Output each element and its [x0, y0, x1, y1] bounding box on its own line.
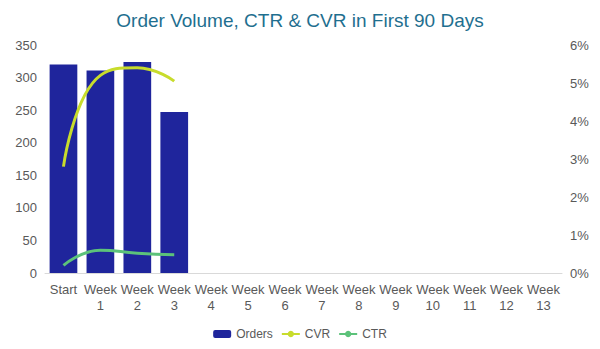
svg-text:Week: Week — [527, 282, 560, 297]
svg-text:3: 3 — [171, 298, 178, 313]
svg-text:9: 9 — [392, 298, 399, 313]
svg-text:300: 300 — [15, 70, 37, 85]
svg-text:13: 13 — [536, 298, 550, 313]
svg-text:Order Volume, CTR & CVR in Fir: Order Volume, CTR & CVR in First 90 Days — [116, 10, 483, 31]
svg-text:Week: Week — [121, 282, 154, 297]
svg-text:Week: Week — [305, 282, 338, 297]
svg-text:Orders: Orders — [236, 327, 273, 341]
svg-text:1%: 1% — [570, 228, 589, 243]
svg-text:3%: 3% — [570, 152, 589, 167]
svg-text:Week: Week — [342, 282, 375, 297]
svg-text:350: 350 — [15, 38, 37, 53]
svg-text:11: 11 — [463, 298, 477, 313]
svg-text:Week: Week — [490, 282, 523, 297]
svg-text:4: 4 — [208, 298, 215, 313]
svg-text:Week: Week — [269, 282, 302, 297]
svg-text:Week: Week — [195, 282, 228, 297]
svg-text:2%: 2% — [570, 190, 589, 205]
svg-text:6: 6 — [281, 298, 288, 313]
svg-text:100: 100 — [15, 200, 37, 215]
svg-text:Week: Week — [416, 282, 449, 297]
svg-text:6%: 6% — [570, 38, 589, 53]
svg-text:200: 200 — [15, 135, 37, 150]
svg-text:0: 0 — [30, 266, 37, 281]
svg-text:150: 150 — [15, 168, 37, 183]
svg-text:5%: 5% — [570, 76, 589, 91]
svg-text:5: 5 — [244, 298, 251, 313]
svg-text:2: 2 — [134, 298, 141, 313]
svg-text:4%: 4% — [570, 114, 589, 129]
svg-text:Start: Start — [50, 282, 78, 297]
svg-text:10: 10 — [426, 298, 440, 313]
svg-text:12: 12 — [499, 298, 513, 313]
svg-text:Week: Week — [84, 282, 117, 297]
svg-text:CVR: CVR — [305, 327, 331, 341]
svg-text:1: 1 — [97, 298, 104, 313]
svg-text:CTR: CTR — [362, 327, 387, 341]
svg-text:Week: Week — [158, 282, 191, 297]
svg-text:8: 8 — [355, 298, 362, 313]
svg-text:50: 50 — [23, 233, 37, 248]
svg-text:0%: 0% — [570, 266, 589, 281]
svg-text:250: 250 — [15, 103, 37, 118]
svg-text:7: 7 — [318, 298, 325, 313]
svg-text:Week: Week — [379, 282, 412, 297]
svg-text:Week: Week — [232, 282, 265, 297]
svg-text:Week: Week — [453, 282, 486, 297]
